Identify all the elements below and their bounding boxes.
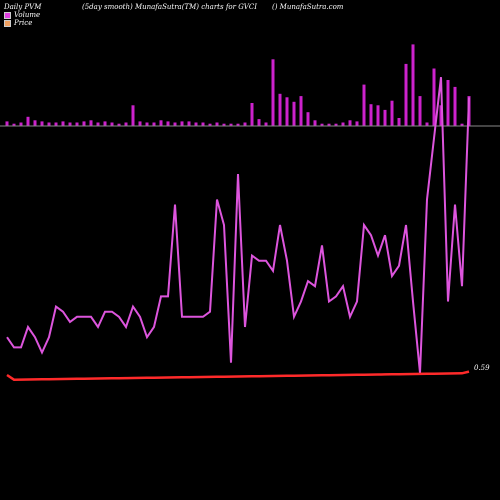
volume-bar	[271, 59, 275, 126]
volume-bar	[96, 122, 100, 126]
volume-bar	[229, 123, 233, 126]
volume-bar	[460, 123, 464, 126]
chart-type-label: Daily PVM	[4, 3, 42, 11]
legend-volume: Volume	[4, 11, 40, 19]
volume-bar	[320, 123, 324, 126]
volume-bar	[117, 123, 121, 126]
volume-bar	[418, 96, 422, 126]
volume-bar	[180, 121, 184, 126]
volume-bar	[313, 120, 317, 127]
volume-bar	[12, 123, 16, 126]
legend-price-label: Price	[14, 19, 33, 27]
volume-bar	[327, 123, 331, 126]
volume-bar	[411, 44, 415, 126]
volume-bar	[299, 96, 303, 126]
volume-bar	[397, 118, 401, 126]
volume-bar	[250, 103, 254, 126]
volume-bar	[103, 121, 107, 126]
volume-bar	[138, 121, 142, 126]
volume-bar	[166, 121, 170, 126]
volume-bar	[334, 123, 338, 126]
price-line	[6, 370, 470, 381]
volume-bar	[390, 100, 394, 126]
volume-bar	[453, 86, 457, 126]
volume-bar	[278, 93, 282, 126]
chart-title: (5day smooth) MunafaSutra(TM) charts for…	[82, 3, 257, 11]
volume-bar	[362, 84, 366, 126]
volume-bar	[264, 122, 268, 126]
volume-bar	[131, 105, 135, 126]
volume-bar	[187, 121, 191, 126]
volume-bar	[26, 116, 30, 126]
volume-bar	[369, 104, 373, 126]
volume-bar	[446, 80, 450, 126]
volume-bar	[68, 122, 72, 126]
volume-bar	[33, 120, 37, 127]
volume-swatch	[4, 11, 11, 19]
volume-line	[6, 76, 470, 373]
volume-bar	[292, 101, 296, 126]
volume-bar	[89, 120, 93, 127]
volume-bar	[243, 122, 247, 126]
volume-bar	[5, 121, 9, 126]
volume-bar	[306, 112, 310, 126]
volume-bar	[404, 63, 408, 126]
volume-bar	[124, 122, 128, 126]
volume-bar	[159, 120, 163, 127]
volume-bar	[215, 122, 219, 126]
legend-volume-label: Volume	[14, 11, 41, 19]
volume-bar	[75, 122, 79, 126]
volume-bar	[236, 123, 240, 126]
volume-bar	[376, 105, 380, 126]
volume-bar	[82, 121, 86, 126]
volume-bar	[383, 109, 387, 126]
last-value-label: 0.59	[474, 364, 490, 372]
volume-bar	[145, 122, 149, 126]
volume-bar	[432, 68, 436, 126]
legend-price: Price	[4, 19, 32, 27]
volume-bars	[5, 44, 471, 127]
site-label: () MunafaSutra.com	[272, 3, 344, 11]
volume-bar	[173, 122, 177, 126]
volume-bar	[341, 122, 345, 126]
volume-bar	[355, 121, 359, 126]
volume-bar	[194, 122, 198, 126]
volume-bar	[348, 120, 352, 127]
volume-bar	[425, 122, 429, 126]
volume-bar	[285, 97, 289, 126]
volume-bar	[40, 121, 44, 126]
volume-bar	[439, 105, 443, 126]
volume-bar	[61, 121, 65, 126]
volume-bar	[19, 122, 23, 126]
volume-bar	[222, 123, 226, 126]
price-swatch	[4, 19, 11, 27]
volume-bar	[110, 122, 114, 126]
volume-bar	[257, 119, 261, 126]
volume-bar	[54, 122, 58, 126]
volume-bar	[201, 122, 205, 126]
volume-bar	[47, 122, 51, 126]
volume-bar	[208, 123, 212, 126]
volume-bar	[152, 122, 156, 126]
